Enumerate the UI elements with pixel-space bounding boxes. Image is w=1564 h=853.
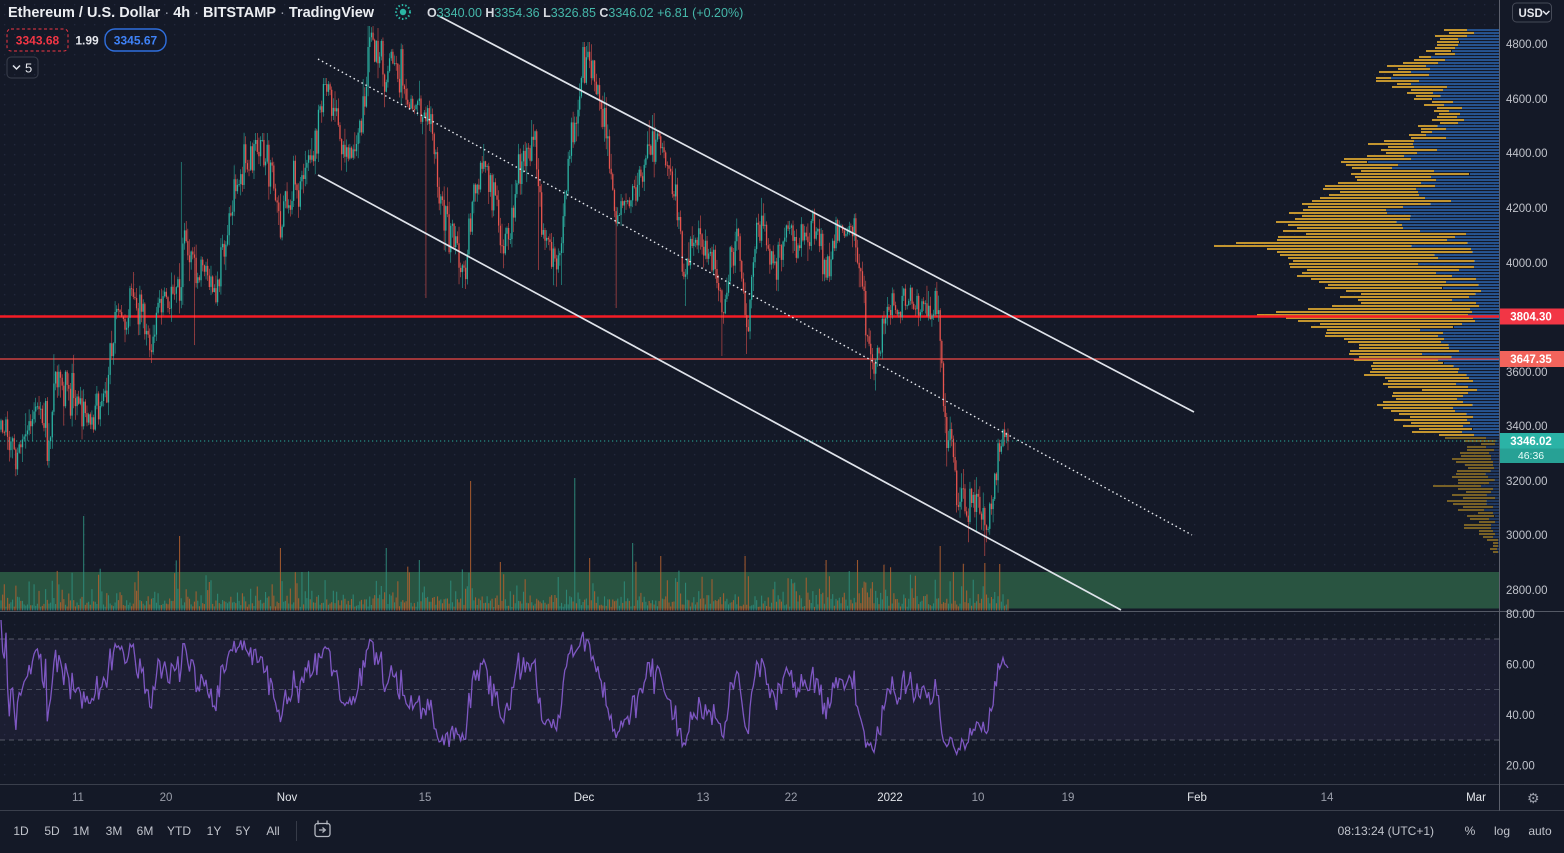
svg-text:15: 15 <box>419 792 432 804</box>
svg-text:1Y: 1Y <box>207 824 222 838</box>
svg-text:Ethereum / U.S. Dollar · 4h ·: Ethereum / U.S. Dollar · 4h · BITSTAMP ·… <box>8 5 375 21</box>
svg-text:4000.00: 4000.00 <box>1506 258 1548 270</box>
svg-text:1.99: 1.99 <box>75 34 99 48</box>
svg-text:20.00: 20.00 <box>1506 761 1535 773</box>
svg-text:60.00: 60.00 <box>1506 660 1535 672</box>
svg-text:46:36: 46:36 <box>1518 450 1544 462</box>
svg-text:auto: auto <box>1528 824 1552 838</box>
svg-text:O3340.00 H3354.36 L3326.85 C33: O3340.00 H3354.36 L3326.85 C3346.02 +6.8… <box>427 6 743 20</box>
svg-text:19: 19 <box>1062 792 1075 804</box>
svg-text:10: 10 <box>972 792 985 804</box>
svg-text:3400.00: 3400.00 <box>1506 421 1548 433</box>
svg-text:1D: 1D <box>13 824 29 838</box>
svg-text:3600.00: 3600.00 <box>1506 367 1548 379</box>
svg-text:⚙: ⚙ <box>1527 790 1540 806</box>
svg-text:5D: 5D <box>44 824 60 838</box>
svg-text:2022: 2022 <box>877 792 903 804</box>
svg-text:4600.00: 4600.00 <box>1506 94 1548 106</box>
svg-text:08:13:24 (UTC+1): 08:13:24 (UTC+1) <box>1338 824 1434 838</box>
svg-text:4400.00: 4400.00 <box>1506 148 1548 160</box>
svg-text:3M: 3M <box>106 824 123 838</box>
svg-text:3000.00: 3000.00 <box>1506 530 1548 542</box>
svg-text:2800.00: 2800.00 <box>1506 585 1548 597</box>
svg-text:40.00: 40.00 <box>1506 710 1535 722</box>
svg-text:Feb: Feb <box>1187 792 1207 804</box>
svg-text:6M: 6M <box>137 824 154 838</box>
svg-text:3343.68: 3343.68 <box>16 34 60 48</box>
svg-text:5: 5 <box>25 61 32 76</box>
svg-text:Nov: Nov <box>277 792 298 804</box>
svg-text:YTD: YTD <box>167 824 191 838</box>
svg-text:All: All <box>266 824 279 838</box>
svg-text:3346.02: 3346.02 <box>1510 436 1552 448</box>
svg-text:Dec: Dec <box>574 792 595 804</box>
svg-text:20: 20 <box>160 792 173 804</box>
svg-text:14: 14 <box>1321 792 1334 804</box>
svg-text:log: log <box>1494 824 1510 838</box>
svg-text:1M: 1M <box>73 824 90 838</box>
svg-text:80.00: 80.00 <box>1506 609 1535 621</box>
svg-text:4200.00: 4200.00 <box>1506 203 1548 215</box>
svg-text:11: 11 <box>72 792 84 804</box>
svg-text:USD: USD <box>1519 8 1543 20</box>
svg-text:13: 13 <box>697 792 710 804</box>
svg-text:22: 22 <box>785 792 798 804</box>
svg-text:3647.35: 3647.35 <box>1510 354 1552 366</box>
svg-text:5Y: 5Y <box>236 824 251 838</box>
svg-text:3345.67: 3345.67 <box>114 34 158 48</box>
svg-text:4800.00: 4800.00 <box>1506 39 1548 51</box>
svg-text:3200.00: 3200.00 <box>1506 476 1548 488</box>
svg-text:Mar: Mar <box>1466 792 1486 804</box>
svg-text:%: % <box>1465 824 1476 838</box>
svg-text:3804.30: 3804.30 <box>1510 312 1552 324</box>
